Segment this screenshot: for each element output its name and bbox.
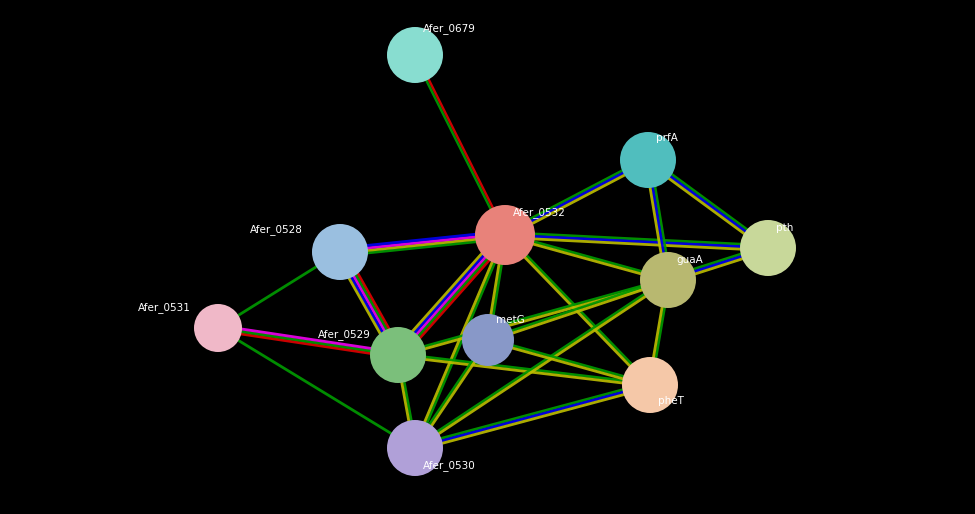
Circle shape: [640, 252, 696, 308]
Text: Afer_0530: Afer_0530: [423, 461, 476, 471]
Text: Afer_0531: Afer_0531: [138, 303, 191, 314]
Circle shape: [740, 220, 796, 276]
Text: pth: pth: [776, 223, 794, 233]
Circle shape: [462, 314, 514, 366]
Circle shape: [194, 304, 242, 352]
Text: pheT: pheT: [658, 396, 683, 406]
Circle shape: [475, 205, 535, 265]
Text: Afer_0679: Afer_0679: [423, 24, 476, 34]
Text: Afer_0529: Afer_0529: [318, 329, 370, 340]
Text: Afer_0532: Afer_0532: [513, 208, 566, 218]
Circle shape: [622, 357, 678, 413]
Circle shape: [620, 132, 676, 188]
Text: metG: metG: [496, 315, 525, 325]
Text: guaA: guaA: [676, 255, 703, 265]
Circle shape: [387, 27, 443, 83]
Circle shape: [387, 420, 443, 476]
Text: prfA: prfA: [656, 133, 678, 143]
Circle shape: [312, 224, 368, 280]
Text: Afer_0528: Afer_0528: [250, 225, 303, 235]
Circle shape: [370, 327, 426, 383]
